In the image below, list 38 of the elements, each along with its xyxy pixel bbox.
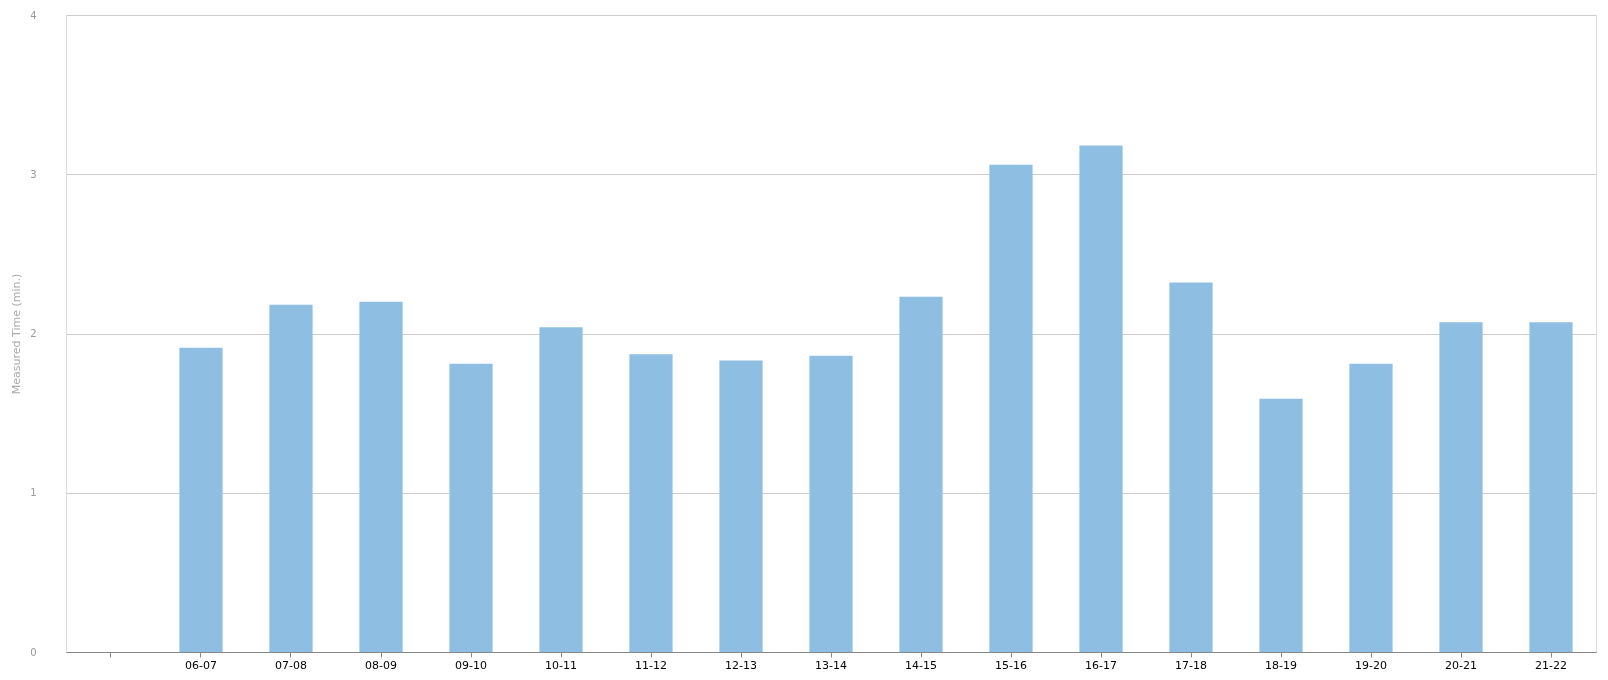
bar xyxy=(1169,282,1213,652)
x-tick-label: 08-09 xyxy=(365,658,397,672)
x-tick-label: 11-12 xyxy=(635,658,667,672)
bar xyxy=(359,301,403,652)
bar xyxy=(809,355,853,652)
y-tick-label: 3 xyxy=(30,168,37,180)
y-tick-label: 4 xyxy=(30,9,37,21)
bar xyxy=(899,296,943,652)
bar xyxy=(1439,322,1483,652)
y-tick-label: 2 xyxy=(30,328,37,339)
bar xyxy=(269,304,313,652)
y-tick-label: 1 xyxy=(30,487,37,499)
x-tick-label: 13-14 xyxy=(815,658,847,672)
bar xyxy=(179,347,223,652)
x-tick-label: 17-18 xyxy=(1175,658,1207,672)
x-tick-label: 18-19 xyxy=(1265,658,1297,672)
bar xyxy=(719,360,763,652)
bar xyxy=(449,363,493,652)
bar xyxy=(1529,322,1573,652)
bar xyxy=(539,327,583,652)
x-tick-label: 16-17 xyxy=(1085,658,1117,672)
x-tick-label: 14-15 xyxy=(905,658,937,672)
x-tick-label: 07-08 xyxy=(275,658,307,672)
x-tick-label: 21-22 xyxy=(1535,658,1567,672)
bar xyxy=(629,354,673,652)
bar xyxy=(1349,363,1393,652)
x-tick-label: 15-16 xyxy=(995,658,1027,672)
y-axis-title: Measured Time (min.) xyxy=(10,273,24,395)
x-tick-label: 19-20 xyxy=(1355,658,1387,672)
bar xyxy=(989,164,1033,652)
bar xyxy=(1079,145,1123,652)
x-tick-label: 06-07 xyxy=(185,658,217,672)
x-tick-label: 10-11 xyxy=(545,658,577,672)
x-tick-label: 09-10 xyxy=(455,658,487,672)
bar xyxy=(1259,398,1303,652)
x-tick-label: 20-21 xyxy=(1445,658,1477,672)
y-tick-label: 0 xyxy=(30,646,37,658)
x-tick-label: 12-13 xyxy=(725,658,757,672)
